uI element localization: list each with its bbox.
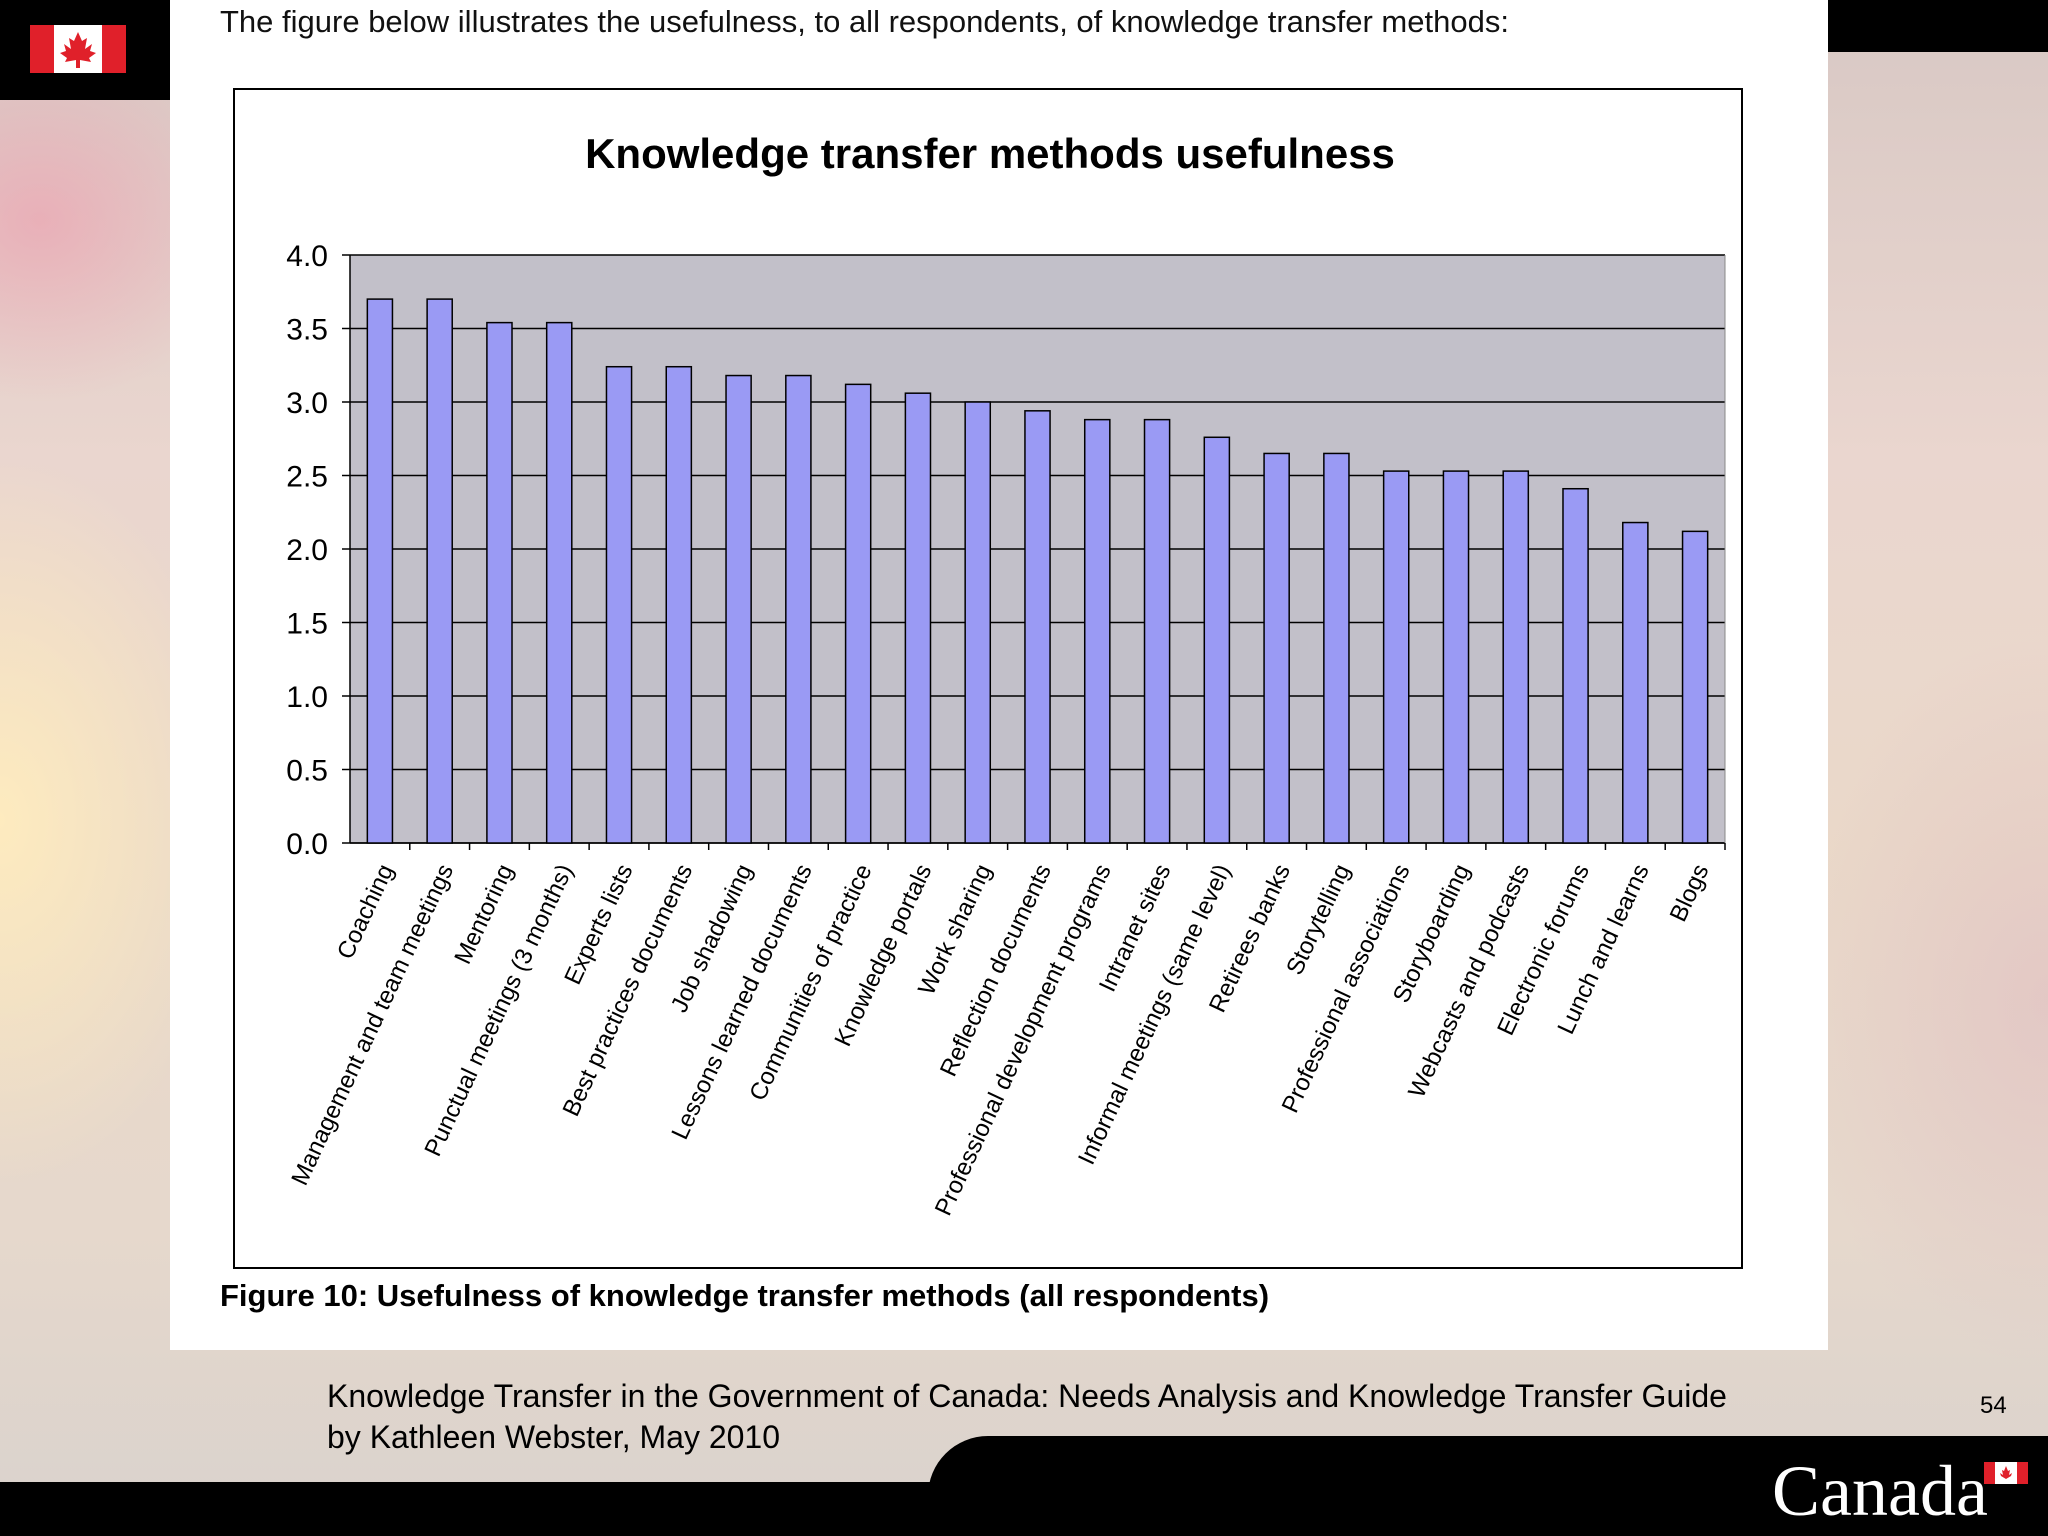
canada-mini-flag-icon: [1984, 1462, 2028, 1484]
bar: [486, 321, 513, 844]
y-tick-label: 2.0: [286, 534, 328, 567]
bar: [1622, 521, 1649, 844]
source-citation: Knowledge Transfer in the Government of …: [327, 1376, 1887, 1458]
chart-frame: Knowledge transfer methods usefulness 0.…: [233, 88, 1743, 1269]
y-tick-label: 1.0: [286, 681, 328, 714]
canada-flag-icon: [30, 25, 126, 73]
y-tick-label: 0.5: [286, 755, 328, 788]
bar: [1681, 530, 1709, 844]
source-line-1: Knowledge Transfer in the Government of …: [327, 1378, 1727, 1414]
canada-wordmark: Canada: [1772, 1451, 1988, 1531]
intro-text: The figure below illustrates the usefuln…: [220, 4, 1509, 39]
header-logo-block: [0, 0, 172, 100]
bar: [1382, 470, 1410, 844]
chart-title: Knowledge transfer methods usefulness: [585, 130, 1395, 177]
x-tick-label: Reflection documents: [935, 860, 1057, 1081]
y-tick-label: 2.5: [286, 461, 328, 494]
y-tick-label: 4.0: [286, 240, 328, 273]
bar: [366, 298, 394, 844]
y-tick-label: 3.5: [286, 314, 328, 347]
y-tick-label: 3.0: [286, 387, 328, 420]
bar: [725, 374, 752, 844]
bar: [1083, 418, 1111, 844]
bar: [1502, 470, 1530, 844]
bar: [844, 383, 872, 844]
bar: [545, 321, 573, 844]
bar: [1562, 487, 1589, 844]
bar: [785, 374, 812, 844]
bar: [964, 401, 992, 844]
x-tick-label: Mentoring: [449, 860, 519, 968]
bar: [1442, 470, 1470, 844]
page-number: 54: [1980, 1392, 2007, 1419]
y-tick-label: 1.5: [286, 608, 328, 641]
x-tick-label: Blogs: [1665, 860, 1715, 926]
bar: [904, 392, 932, 844]
y-tick-label: 0.0: [286, 828, 328, 861]
footer-bar: [0, 1482, 2048, 1536]
bar: [1143, 418, 1171, 844]
bar: [1203, 436, 1231, 844]
bar: [1263, 452, 1290, 844]
figure-caption: Figure 10: Usefulness of knowledge trans…: [220, 1278, 1270, 1313]
x-tick-label: Coaching: [332, 860, 399, 963]
bar: [665, 365, 693, 844]
source-line-2: by Kathleen Webster, May 2010: [327, 1419, 781, 1455]
bar: [605, 365, 633, 844]
bar: [1323, 452, 1350, 844]
bar-chart: 0.00.51.01.52.02.53.03.54.0CoachingManag…: [286, 240, 1726, 1220]
bar: [1024, 410, 1051, 844]
bar: [426, 298, 453, 844]
